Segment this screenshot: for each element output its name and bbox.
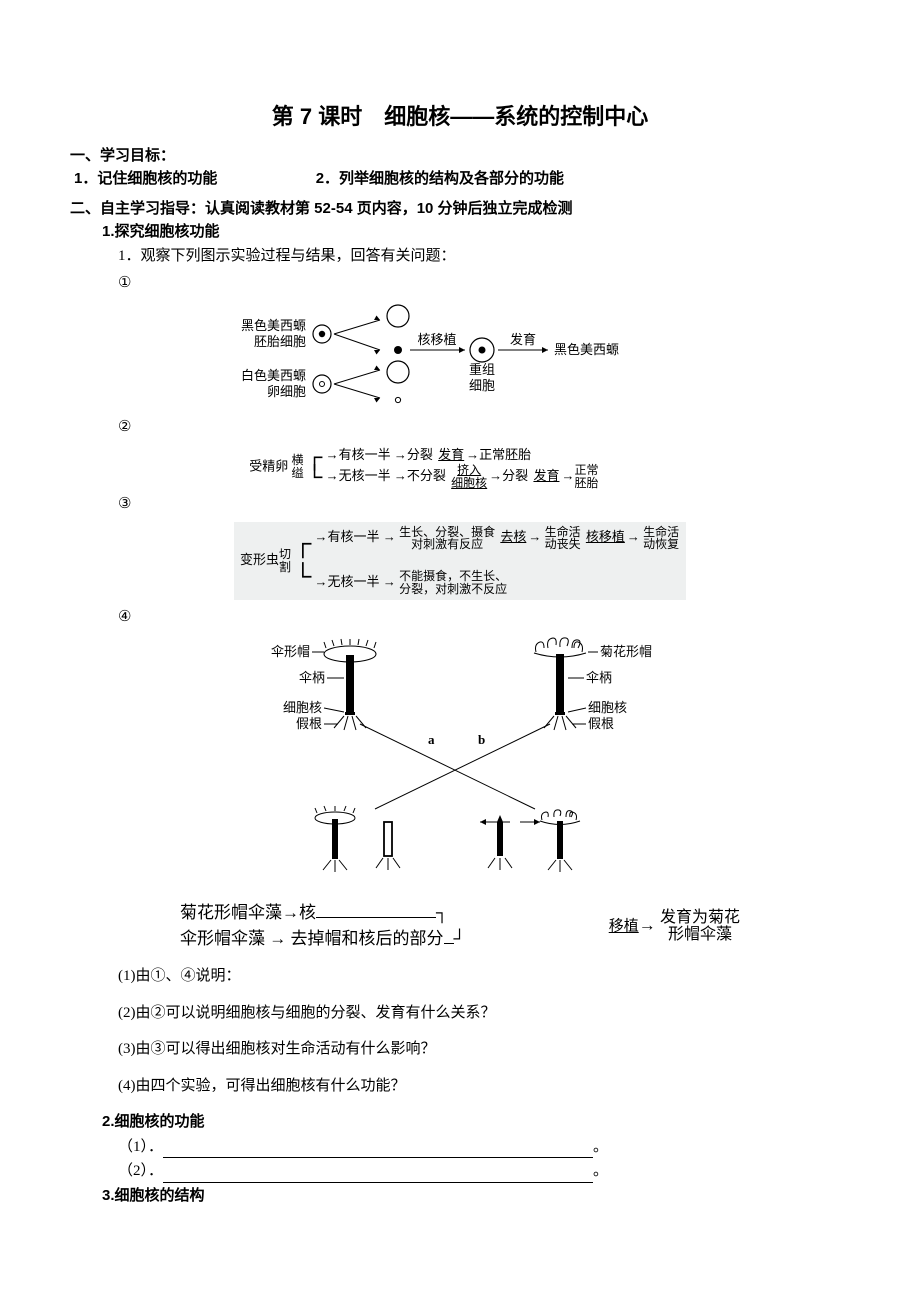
svg-text:假根: 假根 xyxy=(296,716,322,731)
diagram-4: 伞形帽 菊花形帽 伞柄 伞柄 细胞核 细胞核 假根 假根 a b xyxy=(200,634,720,894)
learning-goals: 1．记住细胞核的功能 2．列举细胞核的结构及各部分的功能 xyxy=(70,168,850,191)
svg-text:细胞核: 细胞核 xyxy=(283,700,322,715)
svg-text:假根: 假根 xyxy=(588,716,614,731)
svg-text:发育: 发育 xyxy=(510,332,536,347)
svg-text:白色美西螈: 白色美西螈 xyxy=(241,368,306,383)
subsection-2-3: 3.细胞核的结构 xyxy=(70,1185,850,1208)
blank-2: （2）．。 xyxy=(70,1160,850,1183)
svg-text:菊花形帽: 菊花形帽 xyxy=(600,644,652,659)
goal-2: 2．列举细胞核的结构及各部分的功能 xyxy=(316,170,564,187)
svg-text:伞形帽: 伞形帽 xyxy=(271,644,310,659)
subsection-2-2: 2.细胞核的功能 xyxy=(70,1111,850,1134)
svg-text:细胞核: 细胞核 xyxy=(588,700,627,715)
blank-1: （1）．。 xyxy=(70,1136,850,1159)
question-2: (2)由②可以说明细胞核与细胞的分裂、发育有什么关系？ xyxy=(70,1002,850,1025)
goal-1: 1．记住细胞核的功能 xyxy=(70,170,217,187)
svg-text:胚胎细胞: 胚胎细胞 xyxy=(254,334,306,349)
item-1-label: ① xyxy=(70,272,850,295)
instruction-text: 1．观察下列图示实验过程与结果，回答有关问题： xyxy=(70,245,850,268)
item-4-label: ④ xyxy=(70,606,850,629)
item-3-label: ③ xyxy=(70,493,850,516)
svg-text:伞柄: 伞柄 xyxy=(586,670,612,685)
svg-text:伞柄: 伞柄 xyxy=(299,670,325,685)
section-2-heading: 二、自主学习指导：认真阅读教材第 52-54 页内容，10 分钟后独立完成检测 xyxy=(70,198,850,221)
subsection-2-1: 1.探究细胞核功能 xyxy=(70,221,850,244)
question-3: (3)由③可以得出细胞核对生命活动有什么影响？ xyxy=(70,1038,850,1061)
page-title: 第 7 课时 细胞核——系统的控制中心 xyxy=(70,100,850,133)
diagram-1: 黑色美西螈 胚胎细胞 白色美西螈 卵细胞 核移植 重组 细胞 发育 黑色美西螈 xyxy=(220,300,700,410)
item-2-label: ② xyxy=(70,416,850,439)
diagram-4-caption: 菊花形帽伞藻→核┐ 伞形帽伞藻 → 去掉帽和核后的部分┘ 移植→ 发育为菊花形帽… xyxy=(180,900,740,951)
svg-text:a: a xyxy=(428,732,435,747)
svg-text:黑色美西螈: 黑色美西螈 xyxy=(241,318,306,333)
svg-text:b: b xyxy=(478,732,485,747)
question-4: (4)由四个实验，可得出细胞核有什么功能？ xyxy=(70,1075,850,1098)
diagram-3: 变形虫切割 ┌└ →有核一半 → 生长、分裂、摄食对刺激有反应 去核→ 生命活动… xyxy=(234,522,686,600)
svg-text:核移植: 核移植 xyxy=(417,332,456,347)
svg-text:重组: 重组 xyxy=(469,362,495,377)
svg-text:卵细胞: 卵细胞 xyxy=(267,384,306,399)
svg-text:细胞: 细胞 xyxy=(469,378,495,393)
question-1: (1)由①、④说明： xyxy=(70,965,850,988)
svg-text:黑色美西螈: 黑色美西螈 xyxy=(554,342,619,357)
diagram-2: 受精卵 横缢 ┌└ →有核一半 →分裂 发育→正常胚胎 →无核一半 →不分裂 挤… xyxy=(200,445,720,490)
section-1-heading: 一、学习目标： xyxy=(70,145,850,168)
